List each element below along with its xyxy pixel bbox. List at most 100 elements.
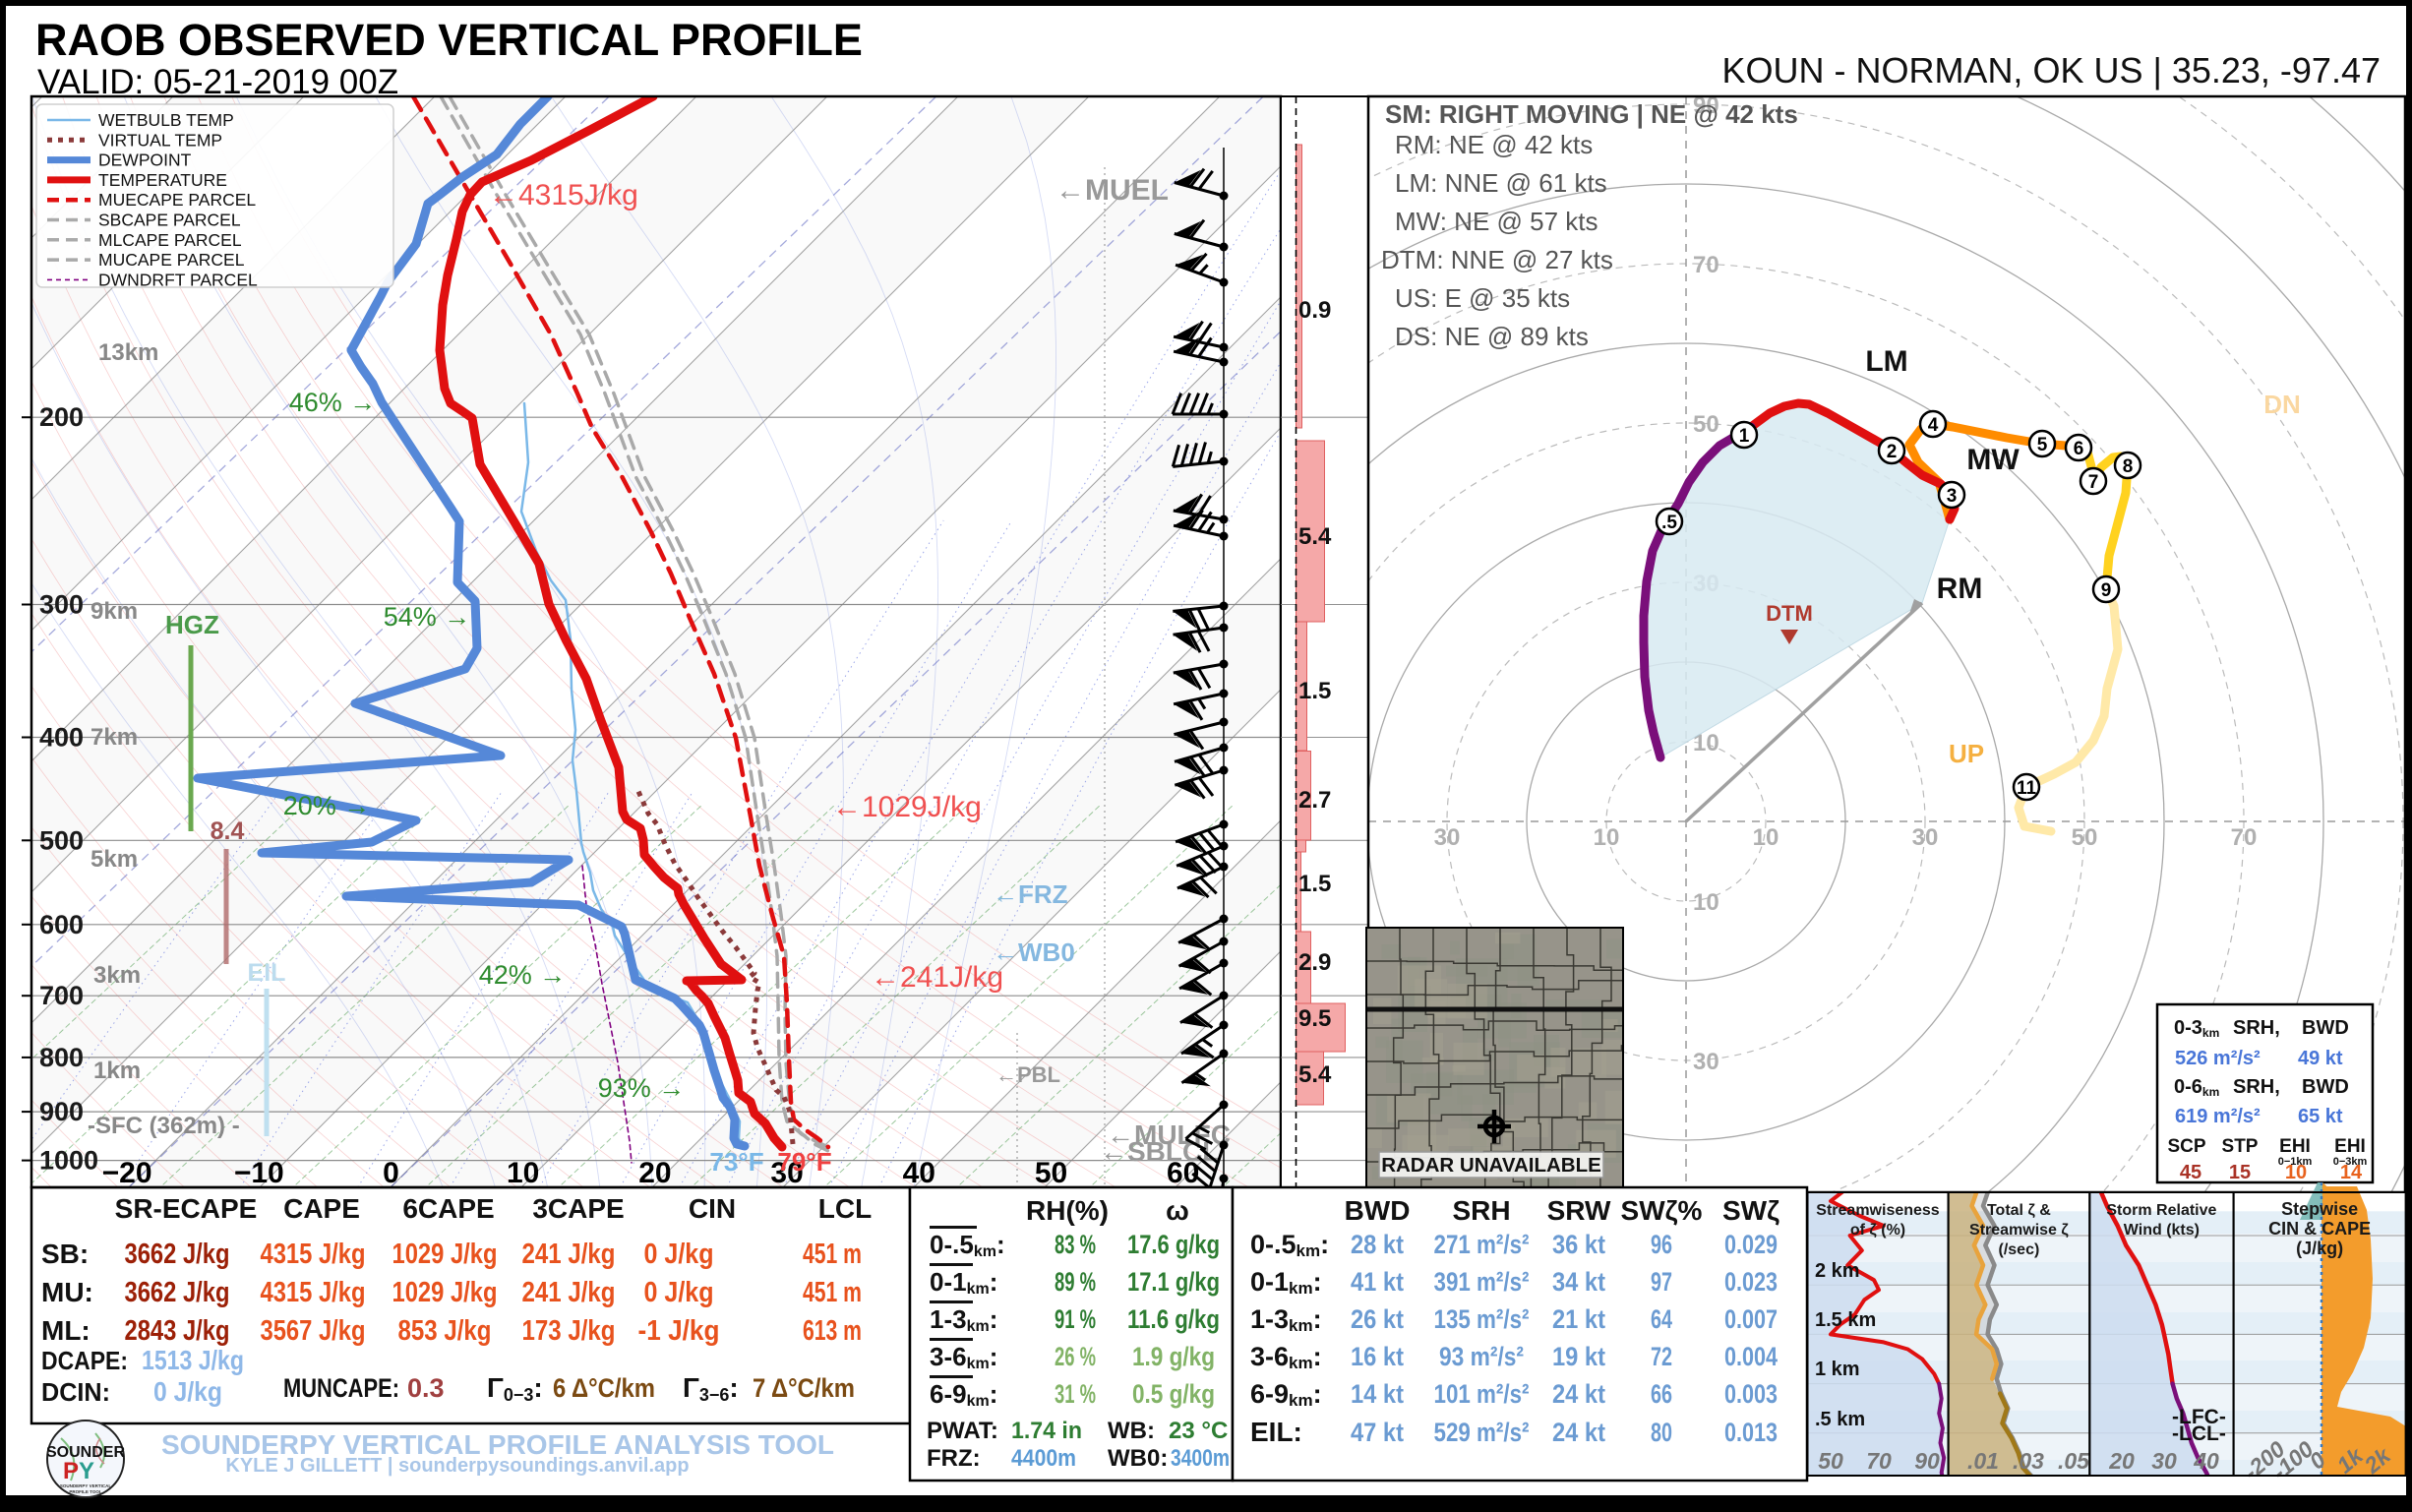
svg-text:MW: NE @ 57 kts: MW: NE @ 57 kts [1395,207,1598,236]
svg-text:79°F: 79°F [777,1147,831,1177]
svg-text:0.003: 0.003 [1724,1379,1778,1409]
svg-text:50: 50 [2072,824,2098,851]
svg-text:ω: ω [1166,1195,1189,1226]
svg-text:10: 10 [1753,824,1779,851]
svg-text:0.5 g/kg: 0.5 g/kg [1132,1379,1215,1409]
svg-text:←SBLCL: ←SBLCL [1100,1136,1219,1167]
svg-text:20: 20 [638,1157,671,1189]
svg-text:6: 6 [2074,439,2084,459]
svg-text:42% →: 42% → [479,960,567,990]
svg-text:391 m²/s²: 391 m²/s² [1434,1267,1530,1297]
svg-text:←MULFC: ←MULFC [1107,1119,1231,1150]
svg-text:1km: 1km [93,1058,141,1084]
svg-text:34 kt: 34 kt [1552,1267,1605,1297]
svg-text:0 J/kg: 0 J/kg [644,1277,714,1308]
svg-text:DTM: DTM [1766,601,1813,626]
svg-text:.5 km: .5 km [1815,1409,1865,1430]
svg-text:30: 30 [2151,1448,2177,1474]
svg-text:DTM: NNE @ 27 kts: DTM: NNE @ 27 kts [1381,245,1613,274]
svg-text:RM: RM [1937,573,1983,605]
svg-text:10: 10 [1693,889,1719,916]
svg-text:DN: DN [2263,390,2301,419]
svg-text:←PBL: ←PBL [995,1062,1060,1087]
svg-text:RM: NE @ 42 kts: RM: NE @ 42 kts [1395,130,1593,159]
svg-text:40: 40 [2193,1448,2219,1474]
svg-text:500: 500 [39,825,84,855]
svg-text:SOUNDERPY VERTICAL PROFILE ANA: SOUNDERPY VERTICAL PROFILE ANALYSIS TOOL [161,1429,834,1460]
svg-text:30: 30 [1912,824,1939,851]
svg-text:FRZ:: FRZ: [927,1445,981,1472]
svg-text:1513 J/kg: 1513 J/kg [142,1345,244,1375]
svg-text:CAPE: CAPE [283,1193,360,1224]
svg-text:.05: .05 [2058,1448,2090,1474]
svg-text:SWζ%: SWζ% [1621,1195,1703,1226]
svg-text:91 %: 91 % [1055,1304,1096,1334]
svg-text:MW: MW [1966,444,2020,476]
svg-text:←FRZ: ←FRZ [993,879,1068,909]
svg-text:31 %: 31 % [1055,1379,1096,1409]
svg-text:5.4: 5.4 [1298,1061,1332,1088]
svg-text:600: 600 [39,910,84,939]
svg-text:90: 90 [1693,92,1719,119]
svg-text:24 kt: 24 kt [1552,1418,1605,1447]
svg-text:451 m: 451 m [803,1277,862,1308]
svg-text:0.9: 0.9 [1298,297,1331,324]
svg-text:20% →: 20% → [283,791,371,820]
svg-text:7km: 7km [90,724,138,751]
svg-text:VIRTUAL TEMP: VIRTUAL TEMP [98,130,222,150]
svg-text:16 kt: 16 kt [1351,1342,1404,1371]
svg-text:←WB0: ←WB0 [993,937,1075,967]
svg-text:21 kt: 21 kt [1552,1304,1605,1334]
svg-text:20: 20 [2108,1448,2135,1474]
svg-text:1000: 1000 [39,1146,98,1176]
svg-text:KOUN - NORMAN, OK US | 35.23,: KOUN - NORMAN, OK US | 35.23, -97.47 [1721,50,2381,91]
svg-text:of ζ (%): of ζ (%) [1850,1222,1905,1239]
svg-text:HGZ: HGZ [165,610,219,639]
svg-text:0.013: 0.013 [1724,1418,1778,1447]
svg-text:54% →: 54% → [384,602,471,632]
svg-text:700: 700 [39,981,84,1010]
svg-text:CIN & CAPE: CIN & CAPE [2268,1219,2371,1239]
svg-text:←4315J/kg: ←4315J/kg [489,179,638,212]
svg-text:PWAT:: PWAT: [927,1418,998,1444]
svg-text:UP: UP [1949,739,1984,768]
svg-text:3: 3 [1947,486,1958,507]
svg-text:5: 5 [2037,435,2048,455]
svg-text:241 J/kg: 241 J/kg [522,1239,616,1270]
svg-text:89 %: 89 % [1055,1267,1096,1297]
svg-text:66: 66 [1651,1379,1672,1409]
svg-text:WB0:: WB0: [1108,1445,1168,1472]
svg-text:7: 7 [2088,472,2099,493]
svg-text:36 kt: 36 kt [1552,1230,1605,1259]
svg-text:2843 J/kg: 2843 J/kg [125,1315,230,1347]
svg-text:70: 70 [2231,824,2258,851]
svg-text:SB:: SB: [41,1239,89,1269]
svg-text:17.6 g/kg: 17.6 g/kg [1127,1230,1220,1259]
svg-text:BWD: BWD [2302,1076,2349,1098]
svg-text:3662 J/kg: 3662 J/kg [125,1239,230,1270]
svg-text:50: 50 [1693,411,1719,438]
svg-text:49 kt: 49 kt [2298,1048,2343,1069]
svg-text:3400m: 3400m [1171,1445,1230,1472]
svg-text:PROFILE TOOL: PROFILE TOOL [69,1489,101,1494]
svg-text:-LCL-: -LCL- [2172,1422,2226,1445]
svg-text:241 J/kg: 241 J/kg [522,1277,616,1308]
svg-text:BWD: BWD [1345,1195,1411,1226]
svg-text:2 km: 2 km [1815,1260,1860,1282]
svg-text:0.3: 0.3 [407,1373,445,1403]
svg-text:10: 10 [507,1157,539,1189]
svg-text:-SFC (362m) -: -SFC (362m) - [88,1113,240,1139]
svg-text:40: 40 [903,1157,935,1189]
svg-text:EIL: EIL [248,959,286,987]
svg-text:451 m: 451 m [803,1239,862,1270]
svg-text:−10: −10 [234,1157,284,1189]
svg-text:45: 45 [2180,1162,2201,1183]
svg-text:-LFC-: -LFC- [2172,1406,2226,1428]
svg-text:.5: .5 [1661,513,1677,533]
svg-text:0.007: 0.007 [1724,1304,1778,1334]
svg-text:SR-ECAPE: SR-ECAPE [115,1193,258,1224]
svg-text:MLCAPE PARCEL: MLCAPE PARCEL [98,230,242,250]
svg-text:300: 300 [39,590,84,620]
svg-text:24 kt: 24 kt [1552,1379,1605,1409]
svg-text:10: 10 [1594,824,1620,851]
